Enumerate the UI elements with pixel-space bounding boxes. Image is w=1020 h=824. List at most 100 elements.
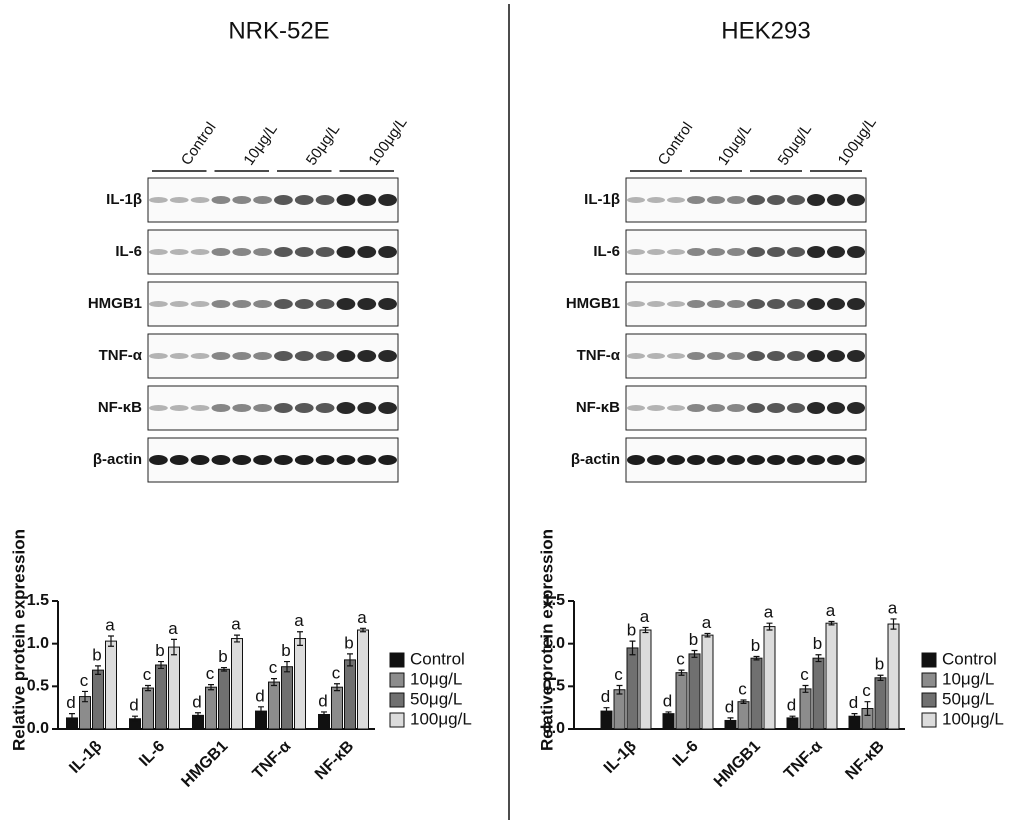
band [274, 455, 293, 465]
bar [799, 688, 812, 730]
legend-swatch [921, 672, 937, 688]
band [190, 405, 210, 411]
band [747, 195, 765, 205]
band [827, 350, 845, 362]
y-axis-label: Relative protein expression [537, 529, 556, 751]
legend-swatch [389, 672, 405, 688]
band [807, 298, 825, 310]
significance-letter: b [627, 621, 636, 640]
band [787, 455, 805, 465]
band [787, 247, 805, 257]
blot-frame [147, 437, 399, 483]
significance-letter: c [862, 681, 871, 700]
error-bar [727, 717, 734, 724]
bar [626, 647, 639, 730]
band [727, 404, 745, 412]
band [274, 247, 293, 257]
band [274, 351, 293, 361]
significance-letter: b [218, 647, 227, 666]
group-label: 100μg/L [365, 114, 410, 168]
band [627, 405, 645, 411]
error-bar [208, 684, 214, 691]
band [787, 403, 805, 413]
significance-letter: a [357, 608, 367, 627]
error-bar [108, 635, 114, 647]
band [253, 300, 272, 308]
bar [168, 646, 180, 730]
band [807, 350, 825, 362]
error-bar [132, 715, 138, 722]
significance-letter: a [168, 619, 178, 638]
band [357, 402, 377, 414]
band [294, 299, 314, 309]
group-label: Control [655, 119, 697, 168]
x-tick-label: HMGB1 [711, 738, 764, 791]
band [357, 246, 377, 258]
band [727, 455, 745, 465]
error-bar [234, 634, 240, 643]
significance-letter: a [826, 601, 836, 620]
bar [825, 622, 838, 730]
bar [268, 681, 280, 730]
protein-label: IL-6 [115, 243, 142, 260]
band [149, 301, 168, 307]
band [232, 455, 252, 465]
band [747, 403, 765, 413]
band [232, 352, 252, 360]
error-bar [221, 666, 227, 672]
significance-letter: a [888, 598, 898, 617]
band [787, 195, 805, 205]
band [747, 247, 765, 257]
y-tick-label: 1.5 [27, 592, 49, 609]
band [294, 455, 314, 465]
band [169, 197, 189, 203]
bar [613, 689, 626, 730]
band [315, 403, 335, 413]
y-tick-label: 0.0 [27, 720, 49, 737]
significance-letter: a [764, 603, 774, 622]
y-tick-label: 1.0 [543, 635, 565, 652]
legend-label: 100μg/L [410, 709, 472, 728]
significance-letter: c [80, 671, 89, 690]
error-bar [704, 632, 711, 638]
protein-label: IL-1β [106, 191, 142, 208]
y-tick-label: 0.5 [543, 678, 565, 695]
error-bar [158, 660, 164, 670]
band [169, 405, 189, 411]
bar [750, 657, 763, 730]
bar [281, 666, 293, 730]
legend-label: 50μg/L [942, 689, 994, 708]
band [315, 195, 335, 205]
protein-label: HMGB1 [88, 295, 142, 312]
band [647, 249, 665, 255]
error-bar [334, 683, 340, 692]
band [149, 353, 168, 359]
group-label: 10μg/L [715, 121, 755, 169]
error-bar [616, 684, 623, 695]
significance-letter: d [255, 686, 264, 705]
band [190, 301, 210, 307]
band [767, 195, 785, 205]
error-bar [271, 678, 277, 687]
legend-label: Control [410, 649, 465, 668]
significance-letter: d [663, 691, 672, 710]
legend-swatch [389, 712, 405, 728]
bar [205, 686, 217, 730]
error-bar [360, 627, 366, 633]
band [747, 299, 765, 309]
significance-letter: d [192, 692, 201, 711]
band [827, 194, 845, 206]
band [667, 301, 685, 307]
error-bar [877, 674, 884, 681]
band [667, 405, 685, 411]
blot-frame [625, 281, 867, 327]
protein-label: β-actin [571, 451, 620, 468]
band [747, 351, 765, 361]
error-bar [766, 622, 773, 631]
band [767, 351, 785, 361]
significance-letter: c [614, 665, 623, 684]
band [807, 455, 825, 465]
band [827, 246, 845, 258]
band [807, 246, 825, 258]
error-bar [258, 706, 264, 716]
